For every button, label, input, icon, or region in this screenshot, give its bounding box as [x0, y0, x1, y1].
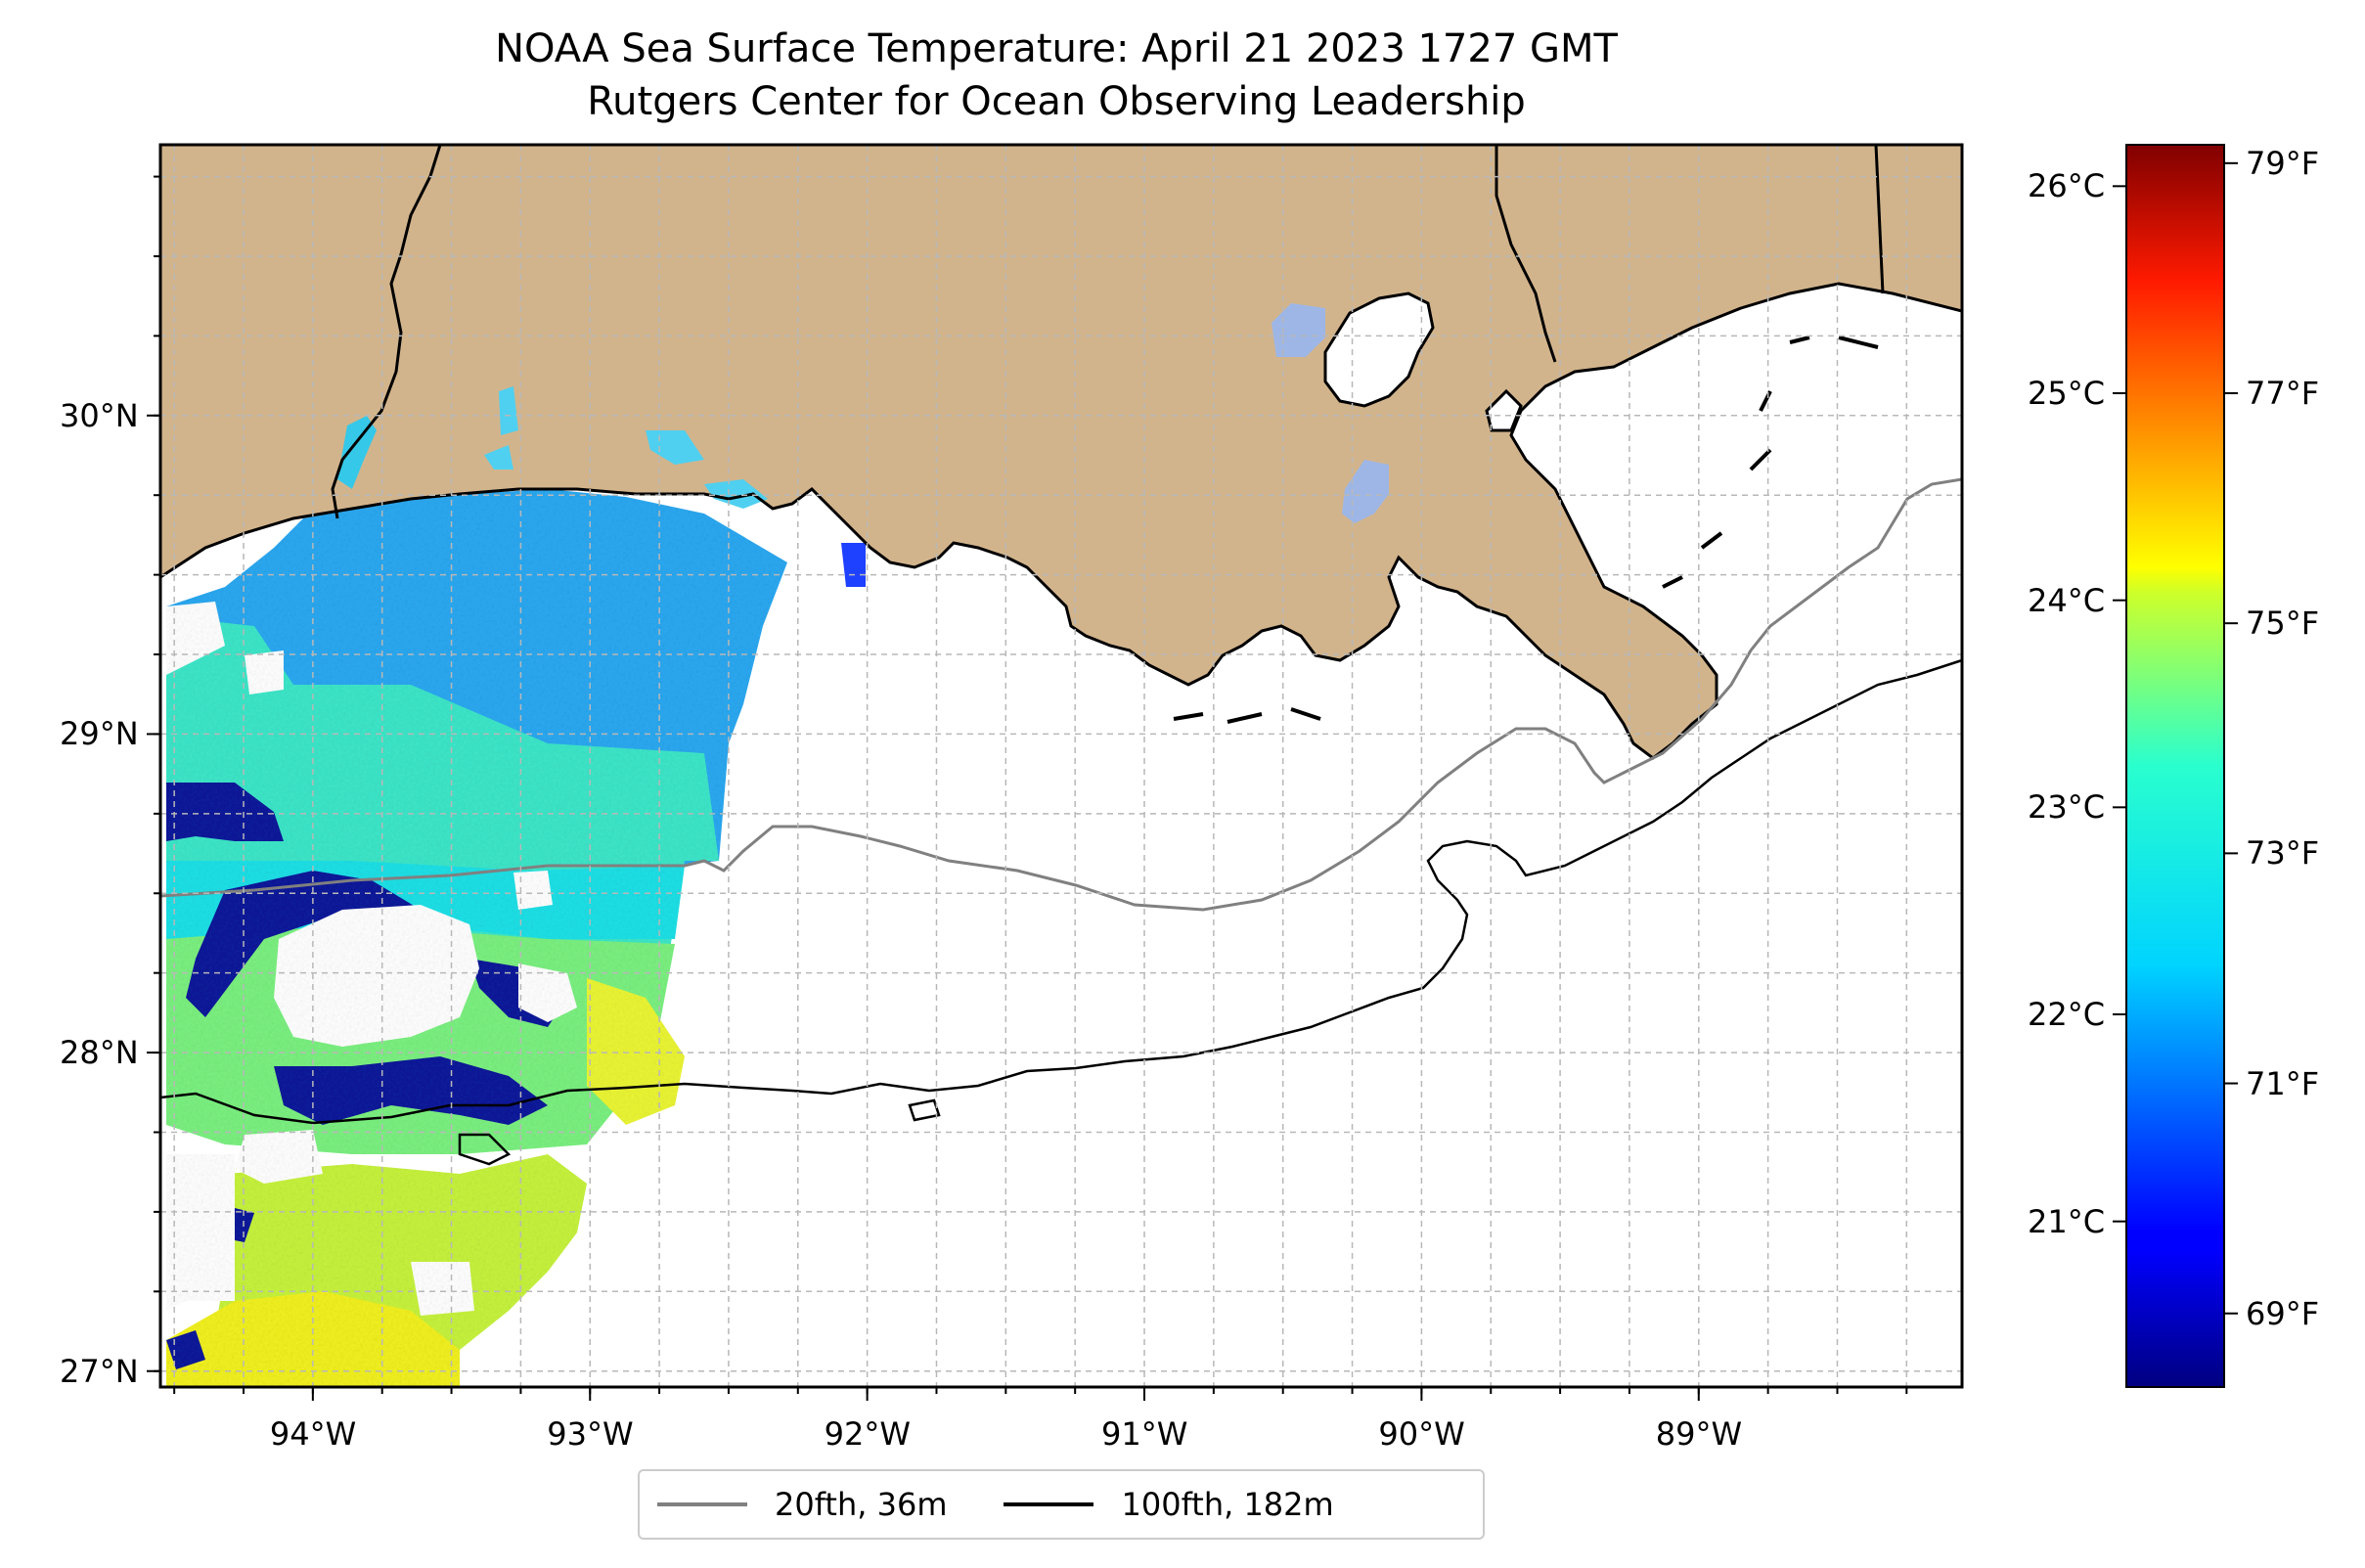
cloud-gap — [235, 1130, 323, 1184]
cloud-gap — [513, 871, 553, 910]
legend-item-20fth: 20fth, 36m — [657, 1486, 947, 1523]
graticule — [160, 145, 1962, 1387]
longitude-tick-label: 90°W — [1378, 1415, 1465, 1453]
fahrenheit-tick-label: 79°F — [2246, 144, 2320, 182]
state-border — [1495, 145, 1557, 363]
cloud-gap — [274, 905, 479, 1047]
contour-100fth — [160, 658, 1962, 1125]
sst-inland-pocket — [337, 416, 377, 489]
barrier-island — [1173, 336, 1879, 724]
map-subtitle: Rutgers Center for Ocean Observing Leade… — [587, 79, 1526, 124]
celsius-tick-label: 24°C — [2028, 581, 2106, 619]
celsius-tick-label: 23°C — [2028, 788, 2106, 827]
latitude-tick-label: 28°N — [60, 1034, 139, 1072]
fahrenheit-tick-label: 73°F — [2246, 834, 2320, 873]
latitude-tick-label: 27°N — [60, 1352, 139, 1390]
longitude-tick-label: 92°W — [824, 1415, 911, 1453]
legend-item-100fth: 100fth, 182m — [1004, 1486, 1334, 1523]
longitude-tick-label: 94°W — [269, 1415, 357, 1453]
state-border — [331, 145, 442, 519]
longitude-tick-label: 93°W — [547, 1415, 634, 1453]
cloud-gap — [245, 650, 284, 694]
map-title: NOAA Sea Surface Temperature: April 21 2… — [495, 26, 1618, 71]
celsius-tick-label: 26°C — [2028, 167, 2106, 205]
longitude-tick-label: 91°W — [1101, 1415, 1188, 1453]
colorbar-frame — [2125, 144, 2225, 1388]
latitude-tick-label: 29°N — [60, 715, 139, 753]
fahrenheit-tick-label: 75°F — [2246, 605, 2320, 643]
sst-inland-pocket — [646, 430, 704, 465]
land-area — [160, 145, 1962, 758]
longitude-tick-label: 89°W — [1655, 1415, 1743, 1453]
contour-100fth — [458, 1133, 512, 1166]
latitude-tick-label: 30°N — [60, 396, 139, 434]
sst-dark-blue-patch — [166, 1330, 205, 1369]
sst-inland-pocket — [704, 479, 768, 509]
inland-lake — [1272, 303, 1325, 357]
cloud-gap — [166, 602, 225, 675]
legend: 20fth, 36m 100fth, 182m — [638, 1469, 1485, 1540]
sst-dark-blue-patch — [186, 871, 421, 1017]
sst-dark-blue-patch — [166, 783, 284, 841]
contour-100fth — [908, 1098, 941, 1122]
fahrenheit-tick-label: 69°F — [2246, 1294, 2320, 1332]
inland-lake — [1342, 460, 1389, 523]
fahrenheit-tick-label: 71°F — [2246, 1064, 2320, 1102]
cloud-gap — [518, 963, 577, 1022]
coastline — [160, 282, 1962, 760]
celsius-tick-label: 21°C — [2028, 1202, 2106, 1240]
legend-label-100fth: 100fth, 182m — [1121, 1486, 1334, 1523]
fahrenheit-tick-label: 77°F — [2246, 375, 2320, 412]
state-border — [1874, 145, 1885, 294]
colorbar — [2126, 145, 2224, 1387]
legend-swatch-100fth — [1004, 1502, 1094, 1506]
map-frame — [158, 143, 1964, 1389]
legend-label-20fth: 20fth, 36m — [775, 1486, 948, 1523]
cloud-gap — [411, 1262, 474, 1316]
sst-inland-pocket — [484, 386, 518, 470]
sst-dark-blue-patch — [274, 1056, 548, 1125]
colorbar-ticks — [2113, 161, 2238, 1315]
celsius-tick-label: 22°C — [2028, 996, 2106, 1033]
contour-20fth — [160, 477, 1962, 912]
cloud-gap — [166, 1154, 235, 1311]
celsius-tick-label: 25°C — [2028, 375, 2106, 412]
axis-ticks — [147, 175, 1908, 1401]
legend-swatch-20fth — [657, 1502, 747, 1506]
sst-inland-pocket — [841, 543, 866, 587]
